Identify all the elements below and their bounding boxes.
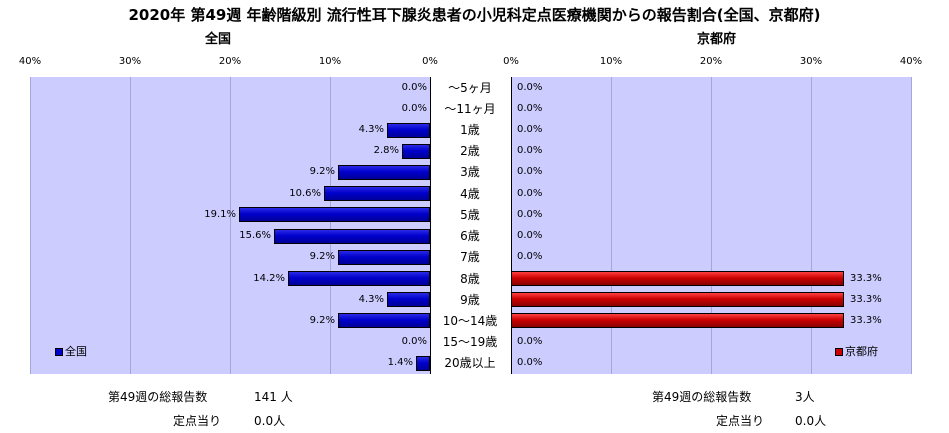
kyoto-value-label: 0.0% — [517, 145, 543, 157]
chart-title: 2020年 第49週 年齢階級別 流行性耳下腺炎患者の小児科定点医療機関からの報… — [128, 6, 821, 24]
kyoto-bar — [511, 292, 844, 308]
national-gridline — [230, 77, 231, 374]
kyoto-value-label: 0.0% — [517, 230, 543, 242]
national-bar — [274, 228, 430, 244]
kyoto-value-label: 33.3% — [850, 314, 882, 326]
right-panel-title: 京都府 — [697, 32, 737, 47]
kyoto-per-value: 0.0人 — [795, 414, 827, 428]
age-category-label: 4歳 — [460, 186, 480, 201]
kyoto-value-label: 0.0% — [517, 251, 543, 263]
national-value-label: 0.0% — [401, 81, 427, 93]
age-category-label: 8歳 — [460, 271, 480, 286]
kyoto-value-label: 0.0% — [517, 336, 543, 348]
national-bar — [387, 292, 430, 308]
kyoto-value-label: 0.0% — [517, 357, 543, 369]
kyoto-value-label: 0.0% — [517, 166, 543, 178]
kyoto-gridline — [611, 77, 612, 374]
kyoto-value-label: 33.3% — [850, 272, 882, 284]
national-tick-label: 30% — [118, 56, 142, 67]
national-bar — [288, 271, 430, 287]
national-gridline — [130, 77, 131, 374]
national-value-label: 14.2% — [253, 272, 285, 284]
age-category-label: 20歳以上 — [444, 356, 496, 371]
kyoto-tick-label: 40% — [899, 56, 923, 67]
age-category-label: 3歳 — [460, 165, 480, 180]
national-value-label: 4.3% — [358, 124, 384, 136]
national-bar — [387, 122, 430, 138]
kyoto-tick-label: 10% — [599, 56, 623, 67]
national-value-label: 19.1% — [204, 208, 236, 220]
national-value-label: 9.2% — [309, 166, 335, 178]
kyoto-total-label: 第49週の総報告数 — [652, 390, 752, 404]
national-value-label: 15.6% — [239, 230, 271, 242]
national-gridline — [30, 77, 31, 374]
national-value-label: 9.2% — [309, 314, 335, 326]
national-total-value: 141 人 — [254, 390, 293, 404]
age-category-label: ～11ヶ月 — [444, 101, 496, 116]
national-value-label: 0.0% — [401, 102, 427, 114]
national-tick-label: 0% — [422, 56, 438, 67]
kyoto-tick-label: 0% — [503, 56, 519, 67]
national-tick-label: 10% — [318, 56, 342, 67]
national-legend: 全国 — [55, 343, 87, 359]
kyoto-total-value: 3人 — [795, 390, 815, 404]
age-category-label: 9歳 — [460, 292, 480, 307]
kyoto-value-label: 0.0% — [517, 187, 543, 199]
national-value-label: 2.8% — [373, 145, 399, 157]
national-per-label: 定点当り — [173, 414, 222, 428]
kyoto-tick-label: 30% — [799, 56, 823, 67]
national-bar — [338, 249, 430, 265]
age-category-label: ～5ヶ月 — [448, 80, 492, 95]
kyoto-legend-label: 京都府 — [845, 345, 878, 358]
national-value-label: 9.2% — [309, 251, 335, 263]
national-bar — [338, 164, 430, 180]
national-legend-label: 全国 — [65, 345, 87, 358]
kyoto-legend-swatch — [835, 348, 843, 356]
national-bar — [338, 313, 430, 329]
national-bar — [239, 207, 430, 223]
kyoto-bar — [511, 271, 844, 287]
national-value-label: 4.3% — [358, 293, 384, 305]
left-panel-title: 全国 — [205, 32, 232, 47]
age-category-label: 10～14歳 — [442, 313, 498, 328]
national-zero-axis — [430, 77, 431, 374]
kyoto-legend: 京都府 — [835, 343, 878, 359]
national-bar — [402, 143, 430, 159]
age-category-label: 1歳 — [460, 123, 480, 138]
national-tick-label: 40% — [18, 56, 42, 67]
kyoto-value-label: 0.0% — [517, 81, 543, 93]
national-value-label: 1.4% — [387, 357, 413, 369]
national-bar — [416, 355, 430, 371]
kyoto-value-label: 33.3% — [850, 293, 882, 305]
kyoto-bar — [511, 313, 844, 329]
national-bar — [324, 186, 430, 202]
kyoto-zero-axis — [511, 77, 512, 374]
age-category-label: 5歳 — [460, 207, 480, 222]
kyoto-value-label: 0.0% — [517, 102, 543, 114]
age-category-label: 6歳 — [460, 229, 480, 244]
kyoto-gridline — [711, 77, 712, 374]
national-value-label: 0.0% — [401, 336, 427, 348]
kyoto-tick-label: 20% — [699, 56, 723, 67]
national-tick-label: 20% — [218, 56, 242, 67]
national-legend-swatch — [55, 348, 63, 356]
age-category-label: 2歳 — [460, 144, 480, 159]
age-category-label: 7歳 — [460, 250, 480, 265]
national-gridline — [330, 77, 331, 374]
kyoto-gridline — [911, 77, 912, 374]
national-value-label: 10.6% — [289, 187, 321, 199]
national-per-value: 0.0人 — [254, 414, 286, 428]
kyoto-value-label: 0.0% — [517, 208, 543, 220]
age-category-label: 15～19歳 — [442, 335, 498, 350]
kyoto-value-label: 0.0% — [517, 124, 543, 136]
national-total-label: 第49週の総報告数 — [108, 390, 208, 404]
kyoto-gridline — [811, 77, 812, 374]
kyoto-per-label: 定点当り — [716, 414, 765, 428]
